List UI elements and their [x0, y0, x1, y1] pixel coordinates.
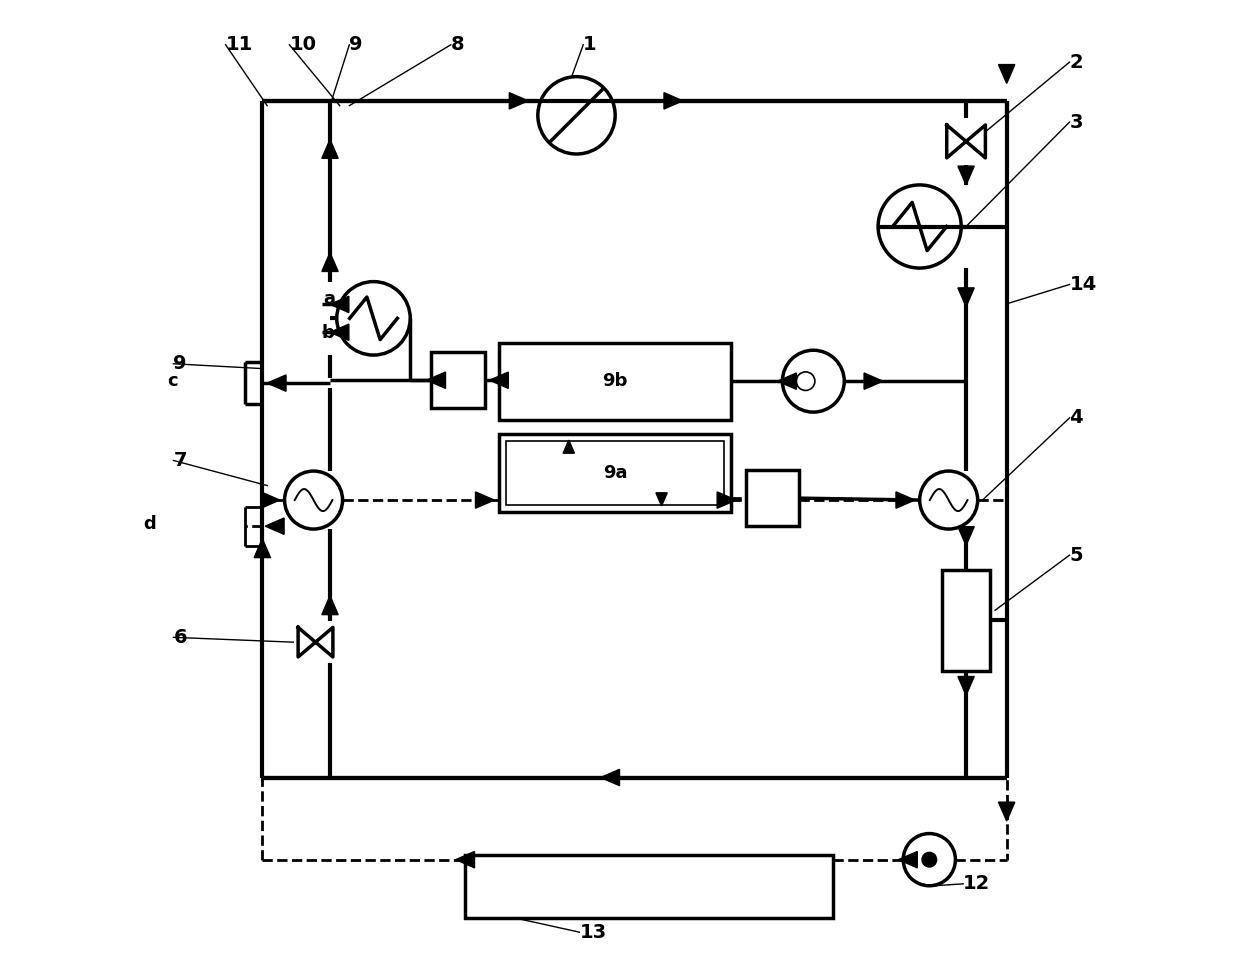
- Polygon shape: [998, 802, 1014, 821]
- Polygon shape: [600, 769, 620, 786]
- Polygon shape: [265, 518, 284, 534]
- Text: 9: 9: [350, 35, 363, 55]
- Text: 2: 2: [1069, 53, 1083, 72]
- Text: 6: 6: [174, 628, 187, 646]
- Polygon shape: [298, 627, 332, 657]
- Text: 8: 8: [451, 35, 465, 55]
- Polygon shape: [475, 492, 495, 508]
- Text: 5: 5: [1069, 546, 1083, 565]
- Text: b: b: [322, 324, 335, 342]
- Polygon shape: [267, 375, 286, 391]
- Text: a: a: [322, 290, 335, 308]
- Polygon shape: [490, 372, 508, 388]
- Polygon shape: [663, 93, 683, 109]
- Polygon shape: [656, 492, 667, 506]
- Bar: [506, 441, 724, 505]
- Polygon shape: [957, 677, 975, 695]
- Polygon shape: [957, 288, 975, 307]
- Polygon shape: [330, 324, 348, 340]
- Text: 1: 1: [583, 35, 596, 55]
- Bar: [500, 434, 732, 512]
- Bar: [942, 569, 991, 671]
- Polygon shape: [946, 125, 986, 158]
- Bar: [745, 470, 799, 526]
- Polygon shape: [717, 492, 737, 508]
- Text: 9: 9: [174, 354, 187, 373]
- Polygon shape: [260, 492, 280, 508]
- Polygon shape: [254, 539, 270, 558]
- Polygon shape: [998, 64, 1014, 84]
- Polygon shape: [427, 372, 445, 388]
- Polygon shape: [322, 139, 339, 158]
- Polygon shape: [946, 125, 986, 158]
- Polygon shape: [899, 851, 918, 868]
- Polygon shape: [897, 492, 915, 508]
- Circle shape: [923, 852, 936, 867]
- Text: 9b: 9b: [603, 372, 627, 390]
- Text: 13: 13: [579, 922, 606, 942]
- Bar: [500, 342, 732, 420]
- Text: 9a: 9a: [603, 464, 627, 482]
- Text: 11: 11: [226, 35, 253, 55]
- Polygon shape: [322, 253, 339, 271]
- Text: 14: 14: [1069, 275, 1096, 294]
- Text: c: c: [167, 372, 179, 390]
- Text: 7: 7: [174, 450, 187, 470]
- Text: 3: 3: [1069, 112, 1083, 132]
- Polygon shape: [330, 296, 348, 313]
- Text: d: d: [144, 515, 156, 533]
- Polygon shape: [510, 93, 528, 109]
- Text: 4: 4: [1069, 409, 1083, 427]
- Polygon shape: [957, 526, 975, 545]
- Text: 12: 12: [963, 875, 991, 893]
- Text: 10: 10: [289, 35, 316, 55]
- Polygon shape: [864, 373, 883, 389]
- Polygon shape: [563, 440, 574, 453]
- Polygon shape: [455, 851, 475, 868]
- Polygon shape: [322, 596, 339, 614]
- Bar: [465, 855, 833, 917]
- Polygon shape: [777, 373, 796, 389]
- Polygon shape: [298, 627, 332, 657]
- Polygon shape: [957, 166, 975, 185]
- Bar: [432, 352, 485, 409]
